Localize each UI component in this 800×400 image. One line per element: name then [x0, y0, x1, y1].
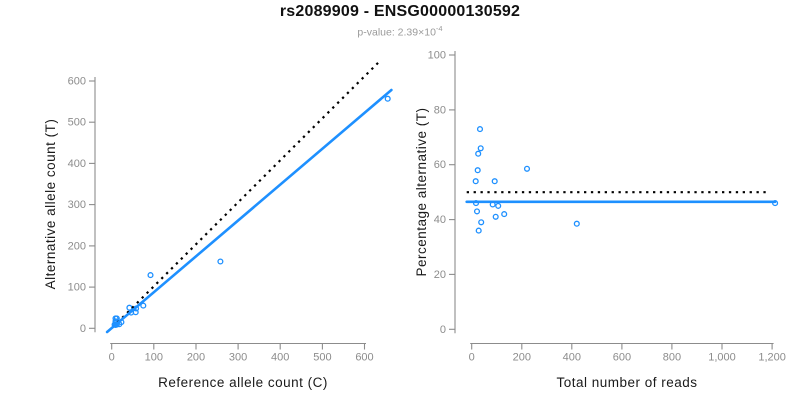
x-tick-label: 400: [563, 352, 581, 364]
x-tick-label: 200: [187, 352, 205, 364]
x-tick-label: 500: [313, 352, 331, 364]
y-tick-label: 200: [68, 240, 86, 252]
y-tick-label: 100: [428, 50, 446, 62]
x-tick-label: 100: [145, 352, 163, 364]
data-point: [476, 126, 484, 133]
data-point: [573, 220, 580, 227]
y-tick-label: 100: [68, 282, 86, 294]
left-y-axis-title: Alternative allele count (T): [43, 119, 58, 290]
left-panel-axes: 0 100 200 300 400 500 600 0 100 200 300 400 500 600: [68, 76, 374, 364]
x-tick-label: 0: [109, 352, 115, 364]
y-tick-label: 500: [68, 117, 86, 129]
x-tick-label: 600: [613, 352, 631, 364]
left-panel: 0 100 200 300 400 500 600 0 100 200 300 400 500 600 R…: [43, 59, 393, 390]
y-tick-label: 40: [434, 214, 446, 226]
regression-line: [105, 88, 393, 334]
y-tick-label: 20: [434, 269, 446, 281]
left-panel-marks: [105, 59, 393, 334]
x-tick-label: 600: [355, 352, 373, 364]
x-tick-label: 400: [271, 352, 289, 364]
data-point: [217, 258, 224, 265]
figure-subtitle: p-value: 2.39×10-4: [0, 24, 800, 39]
data-point: [523, 165, 531, 172]
data-point: [473, 208, 481, 215]
x-tick-label: 300: [229, 352, 247, 364]
y-tick-label: 400: [68, 158, 86, 170]
y-tick-label: 600: [68, 76, 86, 88]
data-point: [475, 150, 482, 157]
data-point: [501, 211, 508, 218]
data-point: [147, 272, 154, 279]
data-point: [132, 309, 139, 316]
data-point: [475, 227, 482, 234]
right-panel: 0 20 40 60 80 100 0 200 400 600 800 1,000 1,200 Tota…: [414, 50, 786, 391]
x-tick-label: 0: [469, 352, 475, 364]
pvalue-text: p-value: 2.39×10: [357, 26, 436, 39]
data-point: [491, 178, 498, 185]
x-tick-label: 800: [663, 352, 681, 364]
pvalue-exponent: -4: [435, 24, 443, 33]
data-point: [495, 202, 502, 209]
x-tick-label: 1,000: [708, 352, 736, 364]
right-panel-axes: 0 20 40 60 80 100 0 200 400 600 800 1,000 1,200: [428, 50, 786, 364]
data-point: [478, 219, 485, 226]
data-point: [477, 145, 484, 152]
right-x-axis-title: Total number of reads: [556, 375, 697, 390]
data-point: [126, 304, 133, 311]
expected-50pct-line: [111, 59, 382, 329]
right-panel-marks: [465, 126, 779, 234]
y-tick-label: 80: [434, 104, 446, 116]
y-tick-label: 0: [440, 324, 446, 336]
y-tick-label: 0: [80, 323, 86, 335]
x-tick-label: 1,200: [758, 352, 786, 364]
data-point: [384, 95, 391, 102]
y-tick-label: 300: [68, 199, 86, 211]
y-tick-label: 60: [434, 159, 446, 171]
data-point: [474, 167, 481, 174]
left-x-axis-title: Reference allele count (C): [158, 375, 328, 390]
data-point: [140, 302, 147, 309]
data-point: [472, 178, 479, 185]
data-point: [492, 213, 499, 220]
x-tick-label: 200: [513, 352, 531, 364]
figure-title: rs2089909 - ENSG00000130592: [279, 3, 521, 20]
right-y-axis-title: Percentage alternative (T): [414, 107, 429, 276]
